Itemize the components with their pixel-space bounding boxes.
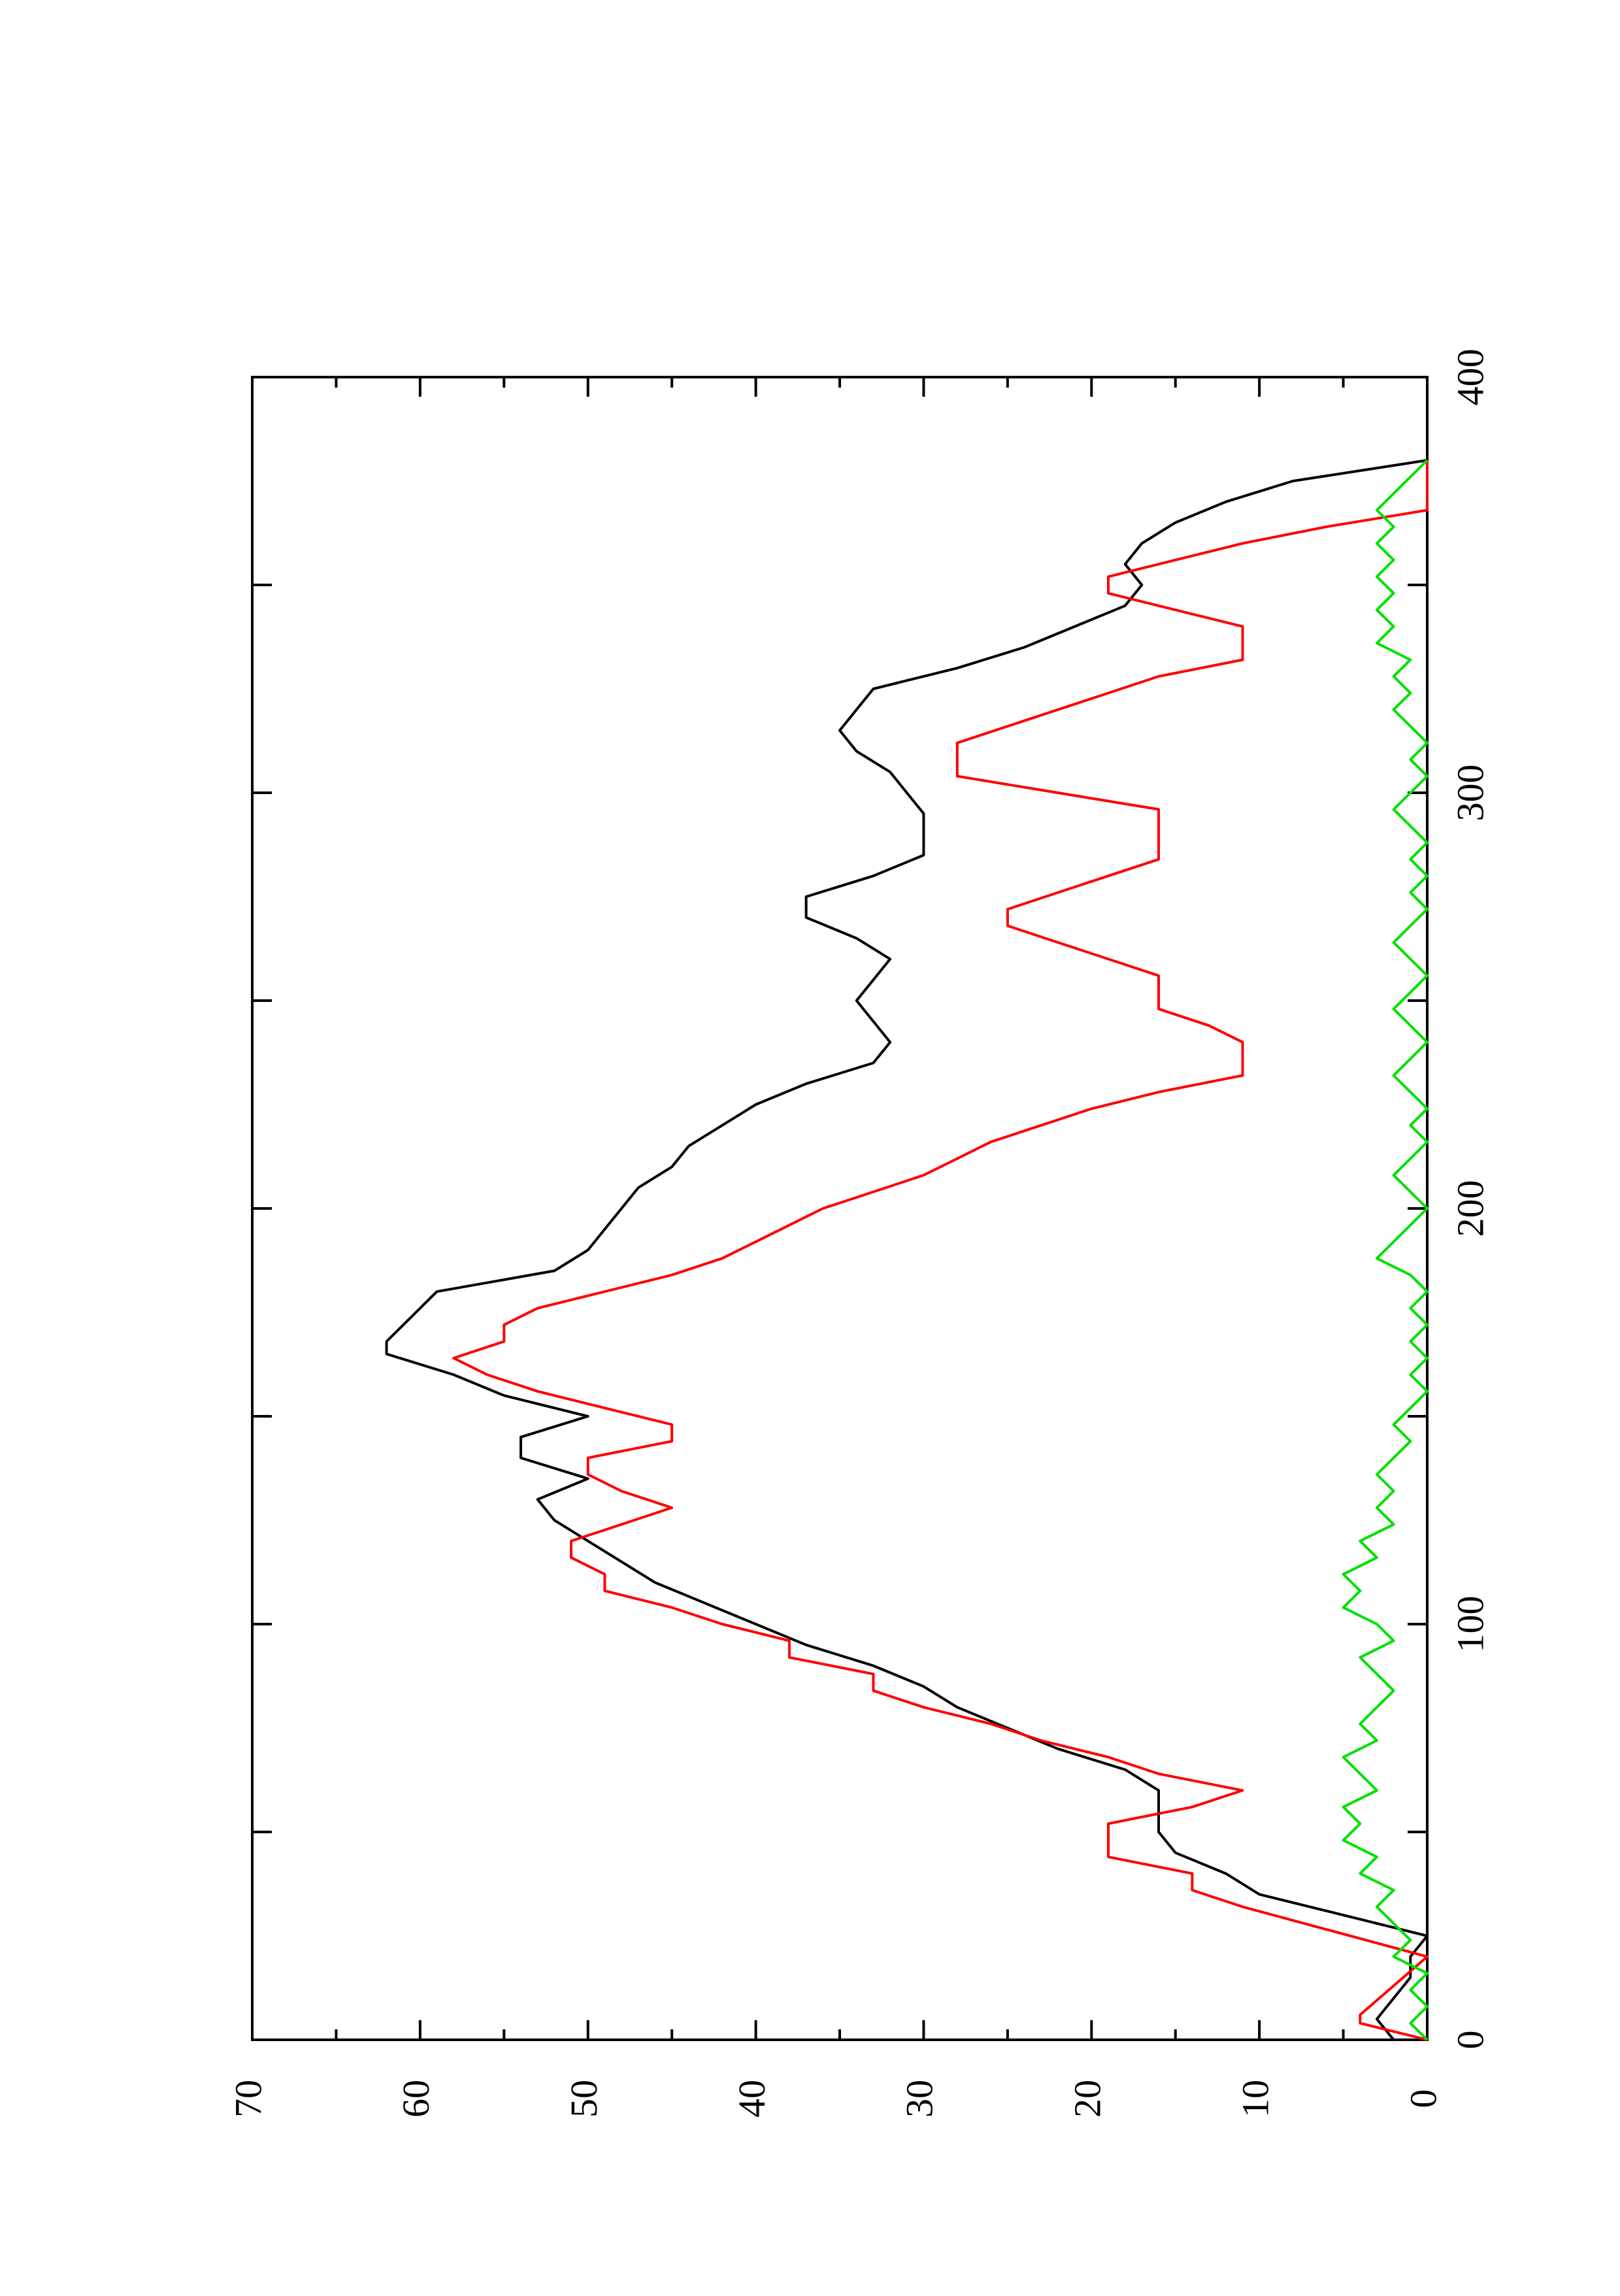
- x-tick-label: 100: [1449, 1596, 1491, 1653]
- y-tick-label: 30: [899, 2080, 941, 2118]
- x-tick-label: 400: [1449, 349, 1491, 406]
- y-tick-label: 20: [1066, 2080, 1109, 2118]
- y-tick-label: 10: [1234, 2080, 1276, 2118]
- x-tick-label: 0: [1449, 2031, 1491, 2050]
- series-line-2: [452, 460, 1429, 2041]
- y-tick-label: 0: [1402, 2089, 1444, 2108]
- y-tick-label: 50: [563, 2080, 605, 2118]
- y-tick-label: 40: [731, 2080, 773, 2118]
- y-tick-label: 70: [227, 2080, 269, 2118]
- series-line-1: [385, 459, 1429, 2041]
- plot-frame: [251, 376, 1429, 2041]
- series-line-3: [1342, 459, 1429, 2041]
- x-tick-label: 300: [1449, 765, 1491, 822]
- x-tick-label: 200: [1449, 1180, 1491, 1237]
- y-tick-label: 60: [395, 2080, 437, 2118]
